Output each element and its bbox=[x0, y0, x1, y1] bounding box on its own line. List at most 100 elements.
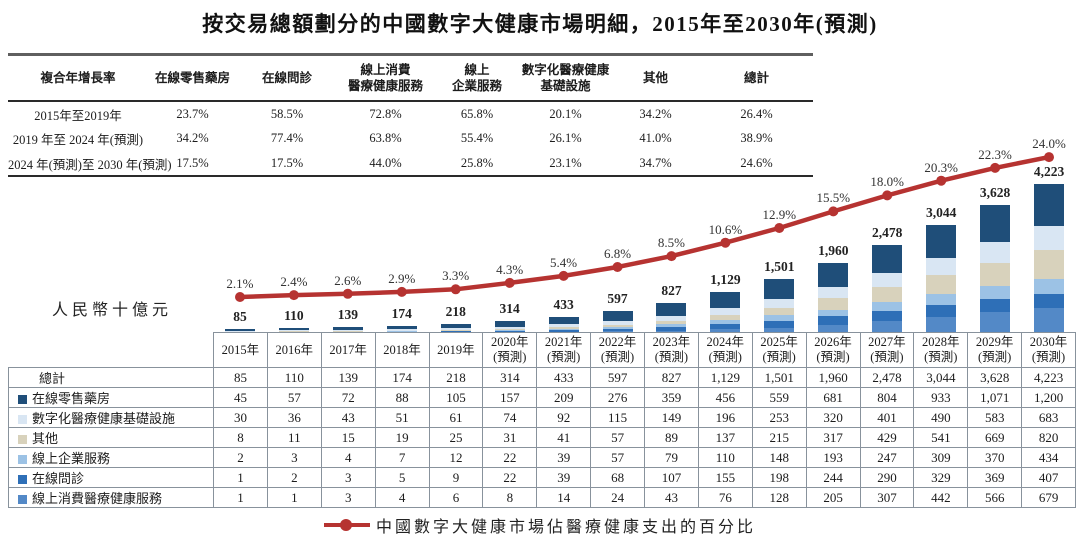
bar-total-label: 433 bbox=[553, 296, 574, 312]
cell-value: 369 bbox=[967, 467, 1023, 488]
bar-segment-線上消費醫療健康服務 bbox=[710, 329, 741, 332]
line-marker bbox=[288, 290, 299, 301]
stacked-bar bbox=[764, 279, 795, 332]
bar-segment-其他 bbox=[440, 330, 471, 332]
cagr-value: 20.1% bbox=[549, 106, 582, 121]
bar-segment-其他 bbox=[332, 331, 363, 332]
cell-value: 11 bbox=[266, 427, 322, 448]
bar-segment-數字化醫療健康基礎設施 bbox=[278, 330, 309, 332]
cell-value: 39 bbox=[536, 447, 592, 468]
stacked-bar bbox=[278, 328, 309, 332]
stacked-bar bbox=[494, 321, 525, 332]
bar-total-label: 3,628 bbox=[979, 184, 1011, 200]
cell-value: 7 bbox=[374, 447, 430, 468]
bar-segment-在線問診 bbox=[548, 330, 579, 332]
data-table-corner-cell bbox=[9, 333, 214, 368]
cell-value: 359 bbox=[644, 387, 699, 408]
cell-value: 314 bbox=[482, 367, 538, 388]
cell-value: 290 bbox=[859, 467, 915, 488]
cell-value: 174 bbox=[374, 367, 430, 388]
stacked-bar bbox=[602, 311, 633, 332]
cell-value: 57 bbox=[590, 447, 645, 468]
bar-segment-在線問診 bbox=[764, 320, 795, 328]
bar-segment-其他 bbox=[494, 329, 525, 331]
page-title: 按交易總額劃分的中國數字大健康市場明細，2015年至2030年(預測) bbox=[202, 12, 878, 36]
line-point-label: 3.3% bbox=[442, 268, 470, 284]
line-marker bbox=[666, 251, 677, 262]
cell-value: 433 bbox=[536, 367, 592, 388]
cell-value: 36 bbox=[266, 407, 322, 428]
cell-value: 85 bbox=[213, 367, 268, 388]
year-header: 2023年 (預測) bbox=[644, 332, 699, 368]
cell-value: 57 bbox=[590, 427, 645, 448]
bar-total-label: 85 bbox=[233, 309, 247, 325]
legend-dot bbox=[339, 519, 352, 531]
bar-segment-線上消費醫療健康服務 bbox=[926, 316, 957, 332]
cagr-col-header: 線上 企業服務 bbox=[451, 63, 502, 93]
line-legend-icon bbox=[323, 519, 370, 531]
cagr-col-header: 總計 bbox=[743, 70, 769, 85]
stacked-bar bbox=[440, 324, 471, 332]
line-point-label: 10.6% bbox=[708, 221, 743, 237]
bar-segment-數字化醫療健康基礎設施 bbox=[656, 315, 687, 321]
bar-segment-在線零售藥房 bbox=[332, 327, 363, 330]
row-label: 在線零售藥房 bbox=[8, 387, 214, 408]
bar-segment-線上企業服務 bbox=[872, 302, 903, 312]
cell-value: 43 bbox=[320, 407, 376, 428]
cell-value: 3,628 bbox=[967, 367, 1023, 388]
cagr-col-header: 數字化醫療健康 基礎設施 bbox=[521, 63, 610, 93]
cell-value: 39 bbox=[536, 467, 592, 488]
bar-segment-線上企業服務 bbox=[710, 320, 741, 324]
line-point-label: 4.3% bbox=[496, 261, 524, 277]
bar-segment-其他 bbox=[602, 324, 633, 327]
cell-value: 89 bbox=[644, 427, 699, 448]
series-color-chip bbox=[18, 434, 27, 444]
line-point-label: 2.4% bbox=[280, 274, 308, 290]
cell-value: 309 bbox=[913, 447, 969, 468]
cell-value: 442 bbox=[913, 487, 969, 508]
table-row: 線上企業服務 2 3 4 7 12 22 39 57 79 110 148 193 247 309 370 43… bbox=[8, 447, 1076, 468]
line-marker bbox=[936, 175, 947, 186]
bar-segment-其他 bbox=[764, 307, 795, 316]
stacked-bar bbox=[332, 327, 363, 332]
cell-value: 110 bbox=[697, 447, 753, 468]
percentage-line bbox=[235, 152, 1054, 302]
bar-total-label: 110 bbox=[284, 308, 304, 324]
line-marker bbox=[990, 162, 1001, 173]
line-point-label: 2.1% bbox=[226, 276, 254, 291]
stacked-bar bbox=[872, 245, 903, 332]
table-row: 在線零售藥房 45 57 72 88 105 157 209 276 359 456 559 681 80… bbox=[8, 387, 1076, 408]
cagr-value: 17.5% bbox=[176, 155, 209, 170]
bar-segment-其他 bbox=[710, 315, 741, 321]
cell-value: 8 bbox=[213, 427, 268, 448]
cell-value: 820 bbox=[1021, 427, 1076, 448]
cagr-col-header-label: 複合年增長率 bbox=[40, 70, 116, 85]
year-header: 2026年 (預測) bbox=[805, 332, 861, 368]
table-row: 其他 8 11 15 19 25 31 41 57 89 137 215 317 429 541 669 820 bbox=[8, 427, 1076, 448]
row-label: 數字化醫療健康基礎設施 bbox=[8, 407, 214, 428]
cell-value: 4,223 bbox=[1021, 367, 1076, 388]
cagr-value: 38.9% bbox=[740, 131, 773, 146]
line-marker bbox=[558, 270, 569, 281]
year-header: 2019年 bbox=[428, 332, 484, 368]
year-header: 2017年 bbox=[320, 332, 376, 368]
year-header: 2030年 (預測) bbox=[1021, 332, 1076, 368]
cell-value: 74 bbox=[482, 407, 538, 428]
table-row: 在線問診 1 2 3 5 9 22 39 68 107 155 198 244 290 329 369 407 bbox=[8, 467, 1076, 488]
table-row: 數字化醫療健康基礎設施 30 36 43 51 61 74 92 115 149 196 253 320… bbox=[8, 407, 1076, 428]
bar-segment-在線零售藥房 bbox=[764, 279, 795, 300]
cell-value: 110 bbox=[266, 367, 322, 388]
bar-segment-數字化醫療健康基礎設施 bbox=[224, 330, 255, 332]
cell-value: 566 bbox=[967, 487, 1023, 508]
cagr-value: 58.5% bbox=[270, 106, 304, 121]
year-header: 2029年 (預測) bbox=[967, 332, 1023, 368]
bar-segment-數字化醫療健康基礎設施 bbox=[872, 273, 903, 288]
bar-segment-在線問診 bbox=[1034, 293, 1065, 309]
cell-value: 57 bbox=[266, 387, 322, 408]
line-marker bbox=[882, 190, 893, 201]
cagr-value: 17.5% bbox=[270, 155, 304, 170]
cell-value: 244 bbox=[805, 467, 861, 488]
cell-value: 9 bbox=[428, 467, 484, 488]
bar-segment-在線零售藥房 bbox=[494, 321, 525, 327]
